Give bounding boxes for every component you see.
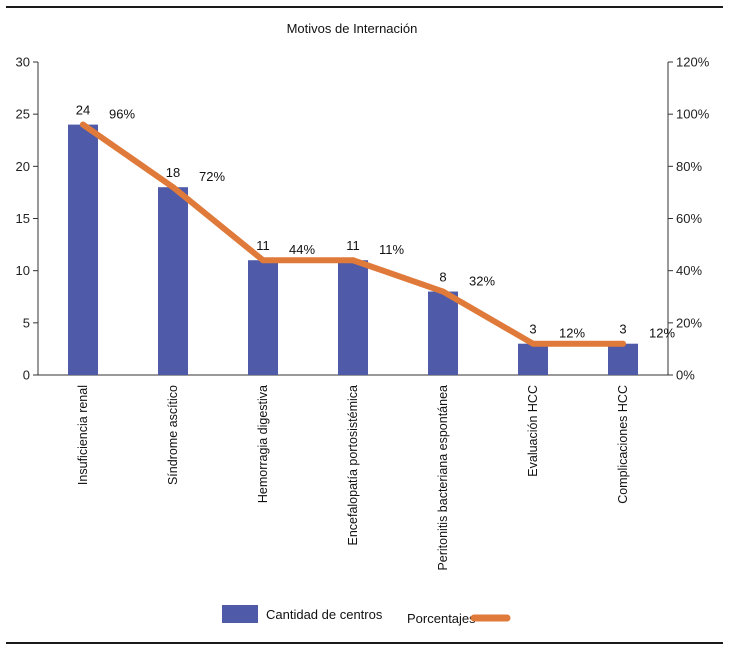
legend-label-bars: Cantidad de centros (266, 607, 383, 622)
left-tick-label: 10 (16, 263, 30, 278)
percentage-value-label: 12% (649, 326, 675, 341)
left-tick-label: 30 (16, 55, 30, 70)
line-point (440, 288, 446, 295)
chart-title: Motivos de Internación (287, 21, 418, 36)
left-tick-label: 20 (16, 159, 30, 174)
bar (248, 260, 278, 375)
bar-value-label: 3 (619, 322, 626, 337)
bar-value-label: 18 (166, 165, 180, 180)
category-label: Encefalopatía portosistémica (346, 385, 360, 546)
line-point (260, 257, 266, 264)
line-point (620, 340, 626, 347)
legend-swatch-bars (222, 605, 258, 623)
left-tick-label: 15 (16, 211, 30, 226)
category-label: Complicaciones HCC (616, 385, 630, 504)
right-tick-label: 60% (676, 211, 702, 226)
percentage-value-label: 96% (109, 107, 135, 122)
category-label: Peritonitis bacteriana espontánea (436, 385, 450, 571)
category-label: Hemorragia digestiva (256, 385, 270, 503)
left-tick-label: 0 (23, 368, 30, 383)
category-label: Insuficiencia renal (76, 385, 90, 485)
bottom-rule (6, 642, 723, 644)
right-tick-label: 100% (676, 107, 710, 122)
percentage-value-label: 32% (469, 274, 495, 289)
left-tick-label: 5 (23, 315, 30, 330)
line-point (350, 257, 356, 264)
legend-label-line: Porcentajes (407, 611, 476, 626)
percentage-value-label: 12% (559, 326, 585, 341)
bar (608, 343, 638, 375)
bar-value-label: 11 (346, 238, 360, 253)
bar (68, 124, 98, 375)
line-point (80, 121, 86, 128)
left-tick-label: 25 (16, 107, 30, 122)
category-label: Evaluación HCC (526, 385, 540, 477)
right-tick-label: 120% (676, 55, 710, 70)
bar-value-label: 24 (76, 103, 90, 118)
bar-value-label: 3 (529, 322, 536, 337)
right-tick-label: 80% (676, 159, 702, 174)
right-tick-label: 20% (676, 315, 702, 330)
right-tick-label: 40% (676, 263, 702, 278)
line-point (530, 340, 536, 347)
right-tick-label: 0% (676, 368, 695, 383)
bar (158, 187, 188, 375)
percentage-value-label: 44% (289, 242, 315, 257)
bar (518, 343, 548, 375)
percentage-value-label: 11% (379, 242, 404, 257)
bar-value-label: 11 (256, 238, 270, 253)
bar (428, 291, 458, 375)
bar-value-label: 8 (439, 270, 446, 285)
top-rule (6, 6, 723, 8)
bar (338, 260, 368, 375)
percentage-value-label: 72% (199, 169, 225, 184)
category-label: Síndrome ascítico (166, 385, 180, 485)
line-point (170, 184, 176, 191)
